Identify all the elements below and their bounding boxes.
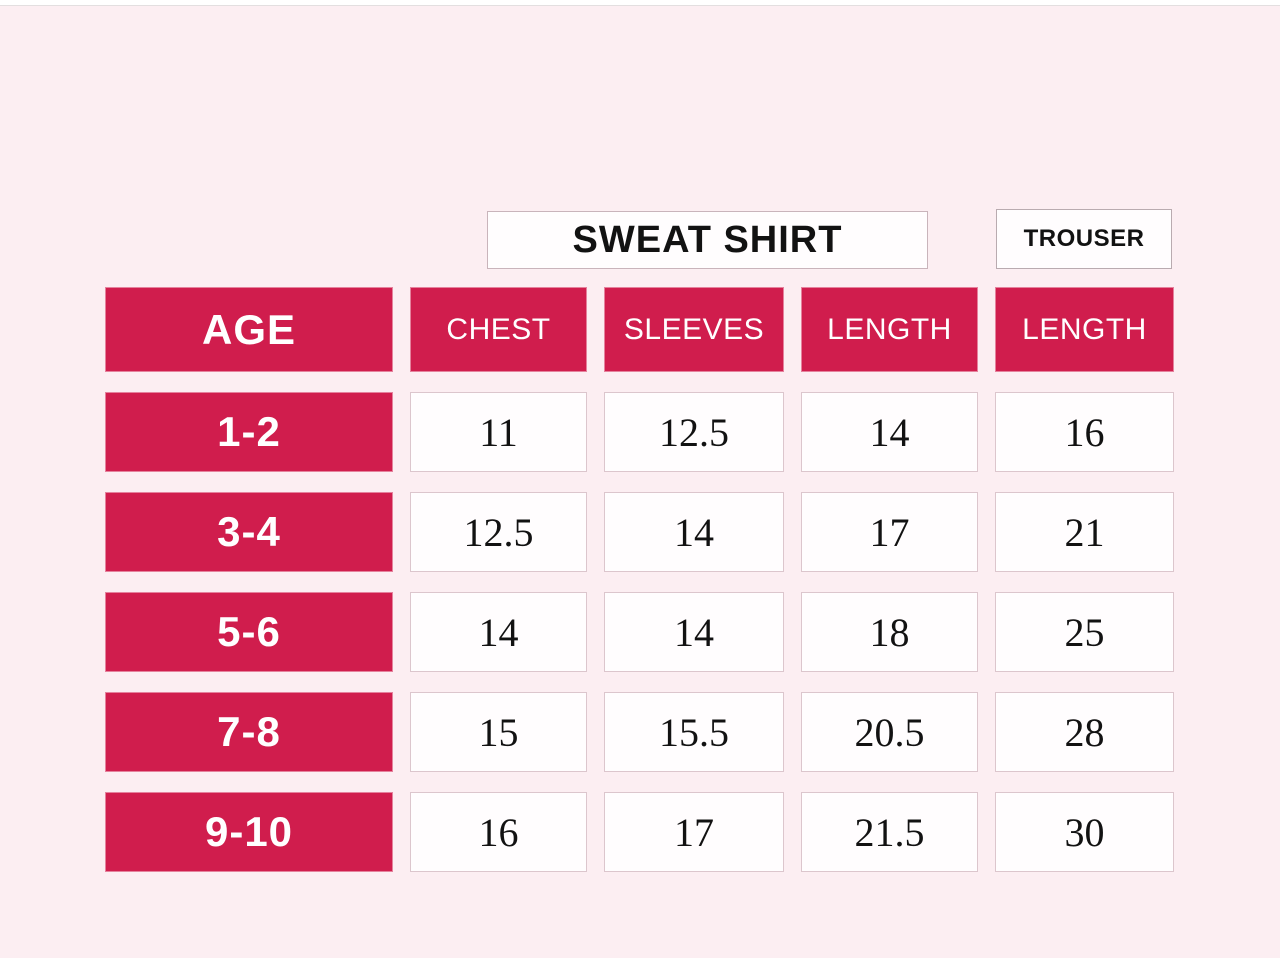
size-value-cell: 16: [995, 392, 1174, 472]
age-row-label: 5-6: [105, 592, 393, 672]
size-value-cell: 11: [410, 392, 587, 472]
trouser-group-title: TROUSER: [996, 209, 1172, 269]
size-value-cell: 20.5: [801, 692, 978, 772]
column-header-length: LENGTH: [801, 287, 978, 372]
size-value-cell: 14: [410, 592, 587, 672]
size-value-cell: 12.5: [604, 392, 784, 472]
size-value-cell: 15.5: [604, 692, 784, 772]
size-table: AGE CHEST SLEEVES LENGTH LENGTH 1-2 11 1…: [105, 287, 1174, 872]
column-header-chest: CHEST: [410, 287, 587, 372]
size-value-cell: 25: [995, 592, 1174, 672]
size-value-cell: 21.5: [801, 792, 978, 872]
size-value-cell: 17: [801, 492, 978, 572]
size-value-cell: 17: [604, 792, 784, 872]
size-value-cell: 15: [410, 692, 587, 772]
size-value-cell: 14: [801, 392, 978, 472]
age-row-label: 9-10: [105, 792, 393, 872]
size-value-cell: 14: [604, 592, 784, 672]
column-header-sleeves: SLEEVES: [604, 287, 784, 372]
size-value-cell: 21: [995, 492, 1174, 572]
size-value-cell: 30: [995, 792, 1174, 872]
size-value-cell: 12.5: [410, 492, 587, 572]
age-row-label: 7-8: [105, 692, 393, 772]
top-edge-strip: [0, 0, 1280, 6]
size-value-cell: 18: [801, 592, 978, 672]
sweatshirt-group-title: SWEAT SHIRT: [487, 211, 928, 269]
column-header-trouser-length: LENGTH: [995, 287, 1174, 372]
size-value-cell: 28: [995, 692, 1174, 772]
size-value-cell: 14: [604, 492, 784, 572]
age-row-label: 1-2: [105, 392, 393, 472]
age-row-label: 3-4: [105, 492, 393, 572]
column-header-age: AGE: [105, 287, 393, 372]
size-value-cell: 16: [410, 792, 587, 872]
